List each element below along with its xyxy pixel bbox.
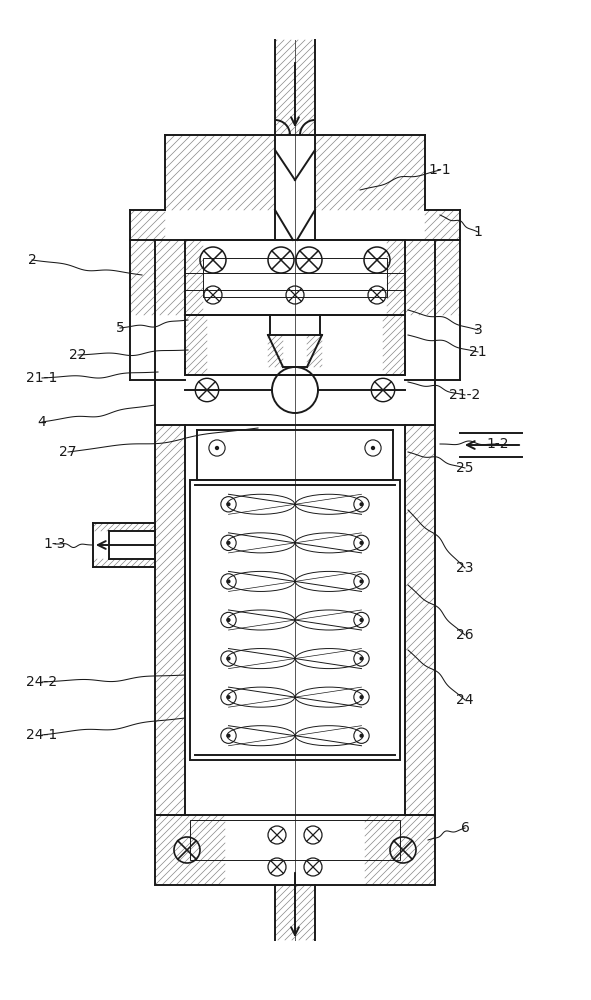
Circle shape <box>227 503 230 506</box>
Text: 25: 25 <box>456 461 474 475</box>
Circle shape <box>360 541 363 544</box>
Text: 23: 23 <box>456 561 474 575</box>
Text: 26: 26 <box>456 628 474 642</box>
Circle shape <box>360 657 363 660</box>
Text: 24-1: 24-1 <box>27 728 58 742</box>
Text: 2: 2 <box>28 253 37 267</box>
Text: 27: 27 <box>59 445 77 459</box>
Circle shape <box>227 734 230 737</box>
Bar <box>185 315 405 375</box>
Text: 5: 5 <box>116 321 124 335</box>
Text: 1-3: 1-3 <box>44 537 66 551</box>
Circle shape <box>216 447 219 449</box>
Bar <box>155 815 435 885</box>
Bar <box>190 480 400 760</box>
Text: 1-1: 1-1 <box>428 163 452 177</box>
Bar <box>203 258 387 297</box>
Circle shape <box>227 541 230 544</box>
Text: 4: 4 <box>38 415 46 429</box>
Text: 21: 21 <box>469 345 487 359</box>
Circle shape <box>360 580 363 583</box>
Circle shape <box>372 447 375 449</box>
Bar <box>185 240 405 315</box>
Circle shape <box>227 619 230 621</box>
Circle shape <box>360 619 363 621</box>
Text: 21-1: 21-1 <box>27 371 58 385</box>
Text: 22: 22 <box>69 348 87 362</box>
Circle shape <box>360 503 363 506</box>
Circle shape <box>360 696 363 699</box>
Circle shape <box>227 580 230 583</box>
Text: 6: 6 <box>460 821 469 835</box>
Text: 24: 24 <box>456 693 474 707</box>
Text: 21-2: 21-2 <box>449 388 480 402</box>
Text: 1-2: 1-2 <box>487 437 509 451</box>
Circle shape <box>227 696 230 699</box>
Circle shape <box>227 657 230 660</box>
Text: 3: 3 <box>473 323 482 337</box>
Text: 24-2: 24-2 <box>27 675 57 689</box>
Text: 1: 1 <box>473 225 482 239</box>
Circle shape <box>360 734 363 737</box>
Bar <box>190 820 400 860</box>
